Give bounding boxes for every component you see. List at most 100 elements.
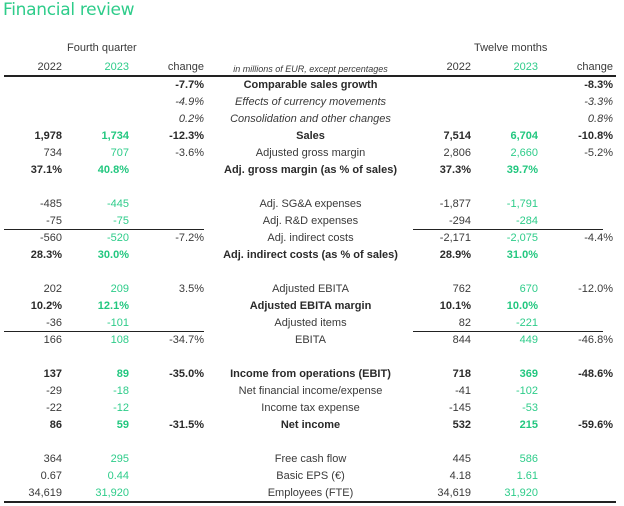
cell-qch: -31.5% [169, 419, 204, 431]
row-label: Adj. SG&A expenses [259, 198, 362, 210]
cell-ych: -46.8% [578, 334, 613, 346]
row-label: Employees (FTE) [267, 487, 354, 499]
cell-q22: 10.2% [30, 300, 62, 312]
row-label: Adj. indirect costs (as % of sales) [223, 249, 398, 261]
header-rule [4, 75, 616, 77]
row-label: Adjusted EBITA [272, 283, 349, 295]
cell-y22: -294 [448, 215, 471, 227]
cell-qch: -35.0% [169, 368, 204, 380]
cell-q23: -12 [113, 402, 129, 414]
cell-y23: 31,920 [504, 487, 538, 499]
cell-y23: 215 [519, 419, 538, 431]
row-label: Basic EPS (€) [276, 470, 345, 482]
subtotal-rule-quarter [4, 229, 204, 230]
cell-y22: -2,171 [439, 232, 471, 244]
row-label: Adj. R&D expenses [262, 215, 359, 227]
cell-q22: 364 [43, 453, 62, 465]
cell-q23: 209 [110, 283, 129, 295]
cell-ych: -8.3% [584, 79, 613, 91]
cell-y22: 445 [452, 453, 471, 465]
header-y-2022: 2022 [446, 61, 471, 73]
table-row: 28.3% 30.0% Adj. indirect costs (as % of s… [0, 247, 624, 264]
page-title: Financial review [3, 0, 135, 20]
table-row: 86 59 -31.5% Net income 532 215 -59.6% [0, 417, 624, 434]
table-row: 1,978 1,734 -12.3% Sales 7,514 6,704 -10.8% [0, 128, 624, 145]
cell-y23: 10.0% [506, 300, 538, 312]
row-label: Adj. indirect costs [267, 232, 354, 244]
row-label: Consolidation and other changes [230, 113, 391, 125]
cell-q23: 707 [110, 147, 129, 159]
subtotal-rule-quarter [4, 331, 204, 332]
cell-y23: 1.61 [516, 470, 538, 482]
header-y-2023: 2023 [513, 61, 538, 73]
cell-q22: 1,978 [34, 130, 62, 142]
table-row: 202 209 3.5% Adjusted EBITA 762 670 -12.0% [0, 281, 624, 298]
cell-q22: -560 [39, 232, 62, 244]
header-q-2022: 2022 [37, 61, 62, 73]
cell-qch: -7.7% [175, 79, 204, 91]
cell-q23: 1,734 [101, 130, 129, 142]
cell-ych: -12.0% [578, 283, 613, 295]
table-row: -75 -75 Adj. R&D expenses -294 -284 [0, 213, 624, 230]
subtotal-rule-year [413, 331, 603, 332]
table-row: -560 -520 -7.2% Adj. indirect costs -2,171 -2… [0, 230, 624, 247]
cell-q23: 12.1% [97, 300, 129, 312]
cell-y22: -145 [448, 402, 471, 414]
cell-y23: 369 [519, 368, 538, 380]
cell-q22: 0.67 [40, 470, 62, 482]
row-label: EBITA [295, 334, 326, 346]
cell-q23: -101 [106, 317, 129, 329]
cell-q23: -18 [113, 385, 129, 397]
cell-y23: 449 [519, 334, 538, 346]
table-row: 137 89 -35.0% Income from operations (EBIT)… [0, 366, 624, 383]
cell-y22: 2,806 [443, 147, 471, 159]
cell-y22: -1,877 [439, 198, 471, 210]
table-row: -485 -445 Adj. SG&A expenses -1,877 -1,791 [0, 196, 624, 213]
cell-ych: -4.4% [584, 232, 613, 244]
cell-q22: 734 [43, 147, 62, 159]
cell-q23: 40.8% [97, 164, 129, 176]
row-label: Income from operations (EBIT) [230, 368, 391, 380]
cell-qch: -34.7% [169, 334, 204, 346]
cell-q23: -445 [106, 198, 129, 210]
cell-y23: -1,791 [506, 198, 538, 210]
cell-q22: -22 [46, 402, 62, 414]
cell-qch: -12.3% [169, 130, 204, 142]
cell-y22: 718 [452, 368, 471, 380]
header-y-change: change [576, 61, 613, 73]
cell-qch: -3.6% [175, 147, 204, 159]
table-row: 10.2% 12.1% Adjusted EBITA margin 10.1% 10.0… [0, 298, 624, 315]
cell-qch: -7.2% [175, 232, 204, 244]
header-q-change: change [167, 61, 204, 73]
table-row: 0.67 0.44 Basic EPS (€) 4.18 1.61 [0, 468, 624, 485]
table-row: -7.7% Comparable sales growth -8.3% [0, 77, 624, 94]
fourth-quarter-group-header: Fourth quarter [67, 42, 137, 54]
header-q-2023: 2023 [104, 61, 129, 73]
cell-ych: -5.2% [584, 147, 613, 159]
cell-ych: 0.8% [587, 113, 613, 125]
row-label: Adj. gross margin (as % of sales) [224, 164, 397, 176]
cell-y22: 37.3% [439, 164, 471, 176]
cell-q23: 295 [110, 453, 129, 465]
cell-y22: -41 [455, 385, 471, 397]
table-row: -22 -12 Income tax expense -145 -53 [0, 400, 624, 417]
cell-q22: -485 [39, 198, 62, 210]
cell-y23: 31.0% [506, 249, 538, 261]
cell-q23: 0.44 [107, 470, 129, 482]
table-row: 734 707 -3.6% Adjusted gross margin 2,806 2,6… [0, 145, 624, 162]
cell-qch: -4.9% [175, 96, 204, 108]
cell-y22: 28.9% [439, 249, 471, 261]
header-units-note: in millions of EUR, except percentages [233, 64, 388, 74]
cell-y22: 34,619 [437, 487, 471, 499]
cell-q22: 166 [43, 334, 62, 346]
row-label: Income tax expense [261, 402, 360, 414]
cell-y22: 82 [458, 317, 471, 329]
cell-y23: -102 [515, 385, 538, 397]
cell-ych: -59.6% [578, 419, 613, 431]
cell-y23: -2,075 [506, 232, 538, 244]
cell-ych: -3.3% [584, 96, 613, 108]
cell-q23: 89 [116, 368, 129, 380]
table-row: 34,619 31,920 Employees (FTE) 34,619 31,920 [0, 485, 624, 502]
table-row: 37.1% 40.8% Adj. gross margin (as % of sal… [0, 162, 624, 179]
cell-q22: -36 [46, 317, 62, 329]
